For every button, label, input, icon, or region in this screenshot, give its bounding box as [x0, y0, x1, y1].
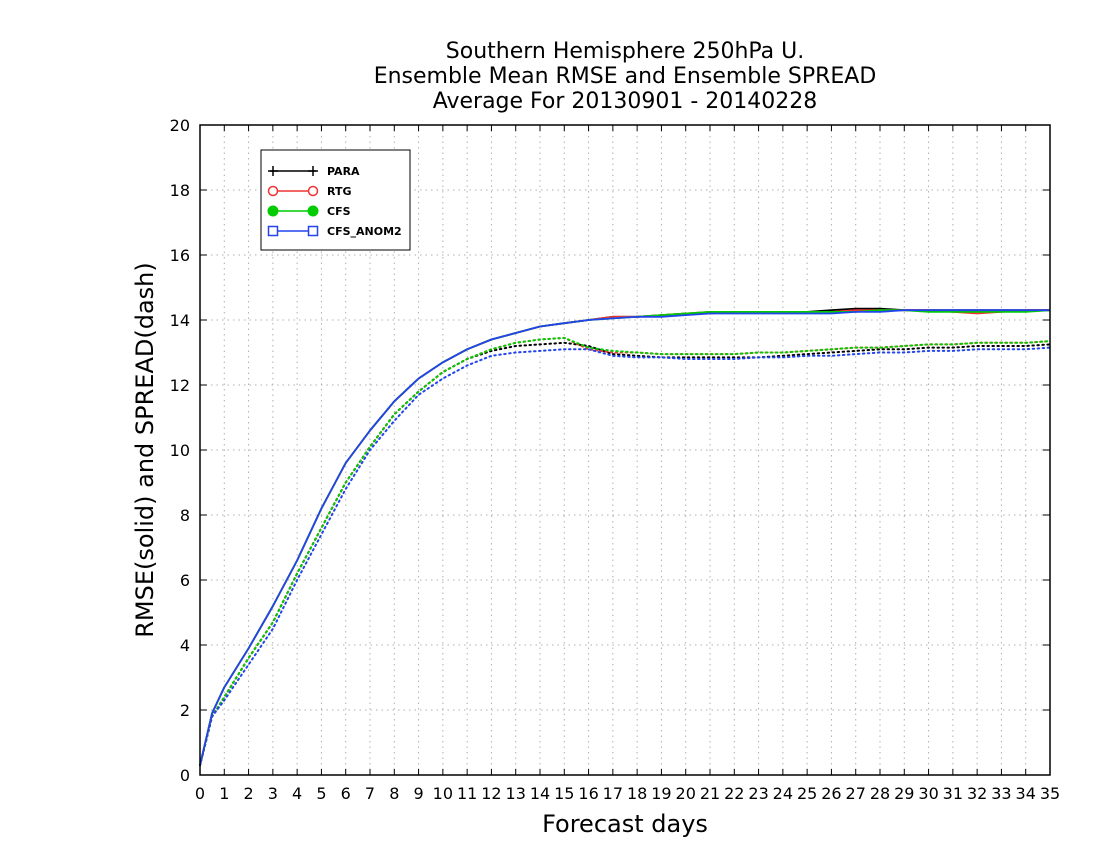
legend-label: PARA	[327, 165, 360, 178]
x-tick-label: 15	[554, 784, 574, 803]
title-line-2: Ensemble Mean RMSE and Ensemble SPREAD	[374, 64, 877, 89]
legend-box	[260, 149, 411, 251]
x-tick-label: 8	[389, 784, 399, 803]
y-tick-label: 8	[180, 506, 190, 525]
x-tick-label: 16	[578, 784, 598, 803]
x-tick-label: 30	[918, 784, 938, 803]
x-tick-label: 28	[870, 784, 890, 803]
series-line-rtg-spread	[199, 336, 1051, 767]
legend-label: RTG	[327, 185, 352, 198]
title-line-3: Average For 20130901 - 20140228	[433, 89, 818, 114]
x-tick-label: 19	[651, 784, 671, 803]
y-tick-label: 14	[170, 311, 190, 330]
x-tick-label: 12	[481, 784, 501, 803]
legend-item-rtg: RTG	[267, 185, 352, 198]
x-tick-label: 33	[991, 784, 1011, 803]
y-axis-title: RMSE(solid) and SPREAD(dash)	[131, 262, 159, 638]
title-line-1: Southern Hemisphere 250hPa U.	[446, 39, 804, 64]
legend-item-para: PARA	[268, 165, 360, 178]
x-tick-label: 7	[365, 784, 375, 803]
x-tick-label: 2	[243, 784, 253, 803]
series-line-cfs-anom2-spread	[199, 346, 1051, 767]
x-tick-label: 1	[219, 784, 229, 803]
y-axis-ticks: 0 2 4 6 8 10 12 14 16 18 20	[170, 116, 1050, 785]
x-tick-label: 5	[316, 784, 326, 803]
series-line-cfs-spread	[199, 336, 1051, 767]
y-tick-label: 12	[170, 376, 190, 395]
x-axis-ticks: 0 1 2 3 4 5 6 7 8 9 10 11 12 13 14 15 16 17 18 19 20 21 22 23 24…	[195, 125, 1060, 803]
legend-label: CFS	[327, 205, 351, 218]
legend-marker-plus-icon	[308, 166, 318, 176]
y-tick-label: 4	[180, 636, 190, 655]
legend-marker-plus-icon	[268, 166, 278, 176]
legend-marker-dot-icon	[267, 205, 279, 217]
x-tick-label: 6	[341, 784, 351, 803]
legend-marker-dot-icon	[307, 205, 319, 217]
x-tick-label: 35	[1040, 784, 1060, 803]
series-line-para-spread	[199, 341, 1051, 767]
x-tick-label: 0	[195, 784, 205, 803]
y-tick-label: 20	[170, 116, 190, 135]
x-tick-label: 18	[627, 784, 647, 803]
y-tick-label: 0	[180, 766, 190, 785]
x-axis-title: Forecast days	[542, 810, 708, 838]
y-tick-label: 2	[180, 701, 190, 720]
x-tick-label: 10	[433, 784, 453, 803]
legend-label: CFS_ANOM2	[327, 225, 402, 238]
x-tick-label: 31	[943, 784, 963, 803]
y-tick-label: 16	[170, 246, 190, 265]
series-line-para-rmse	[199, 307, 1050, 766]
legend-marker-square-icon	[307, 225, 319, 237]
series-line-cfs-rmse	[199, 309, 1051, 766]
series-layer	[199, 307, 1051, 767]
x-tick-label: 29	[894, 784, 914, 803]
x-tick-label: 17	[603, 784, 623, 803]
grid-lines	[200, 125, 1050, 775]
x-tick-label: 4	[292, 784, 302, 803]
x-tick-label: 13	[506, 784, 526, 803]
y-tick-label: 18	[170, 181, 190, 200]
series-line-rtg-rmse	[199, 309, 1050, 766]
y-tick-label: 10	[170, 441, 190, 460]
x-tick-label: 9	[413, 784, 423, 803]
x-tick-label: 3	[268, 784, 278, 803]
x-tick-label: 32	[967, 784, 987, 803]
x-tick-label: 23	[748, 784, 768, 803]
legend-item-cfs: CFS	[267, 205, 351, 218]
legend-marker-circle-icon	[267, 185, 279, 197]
x-tick-label: 20	[676, 784, 696, 803]
x-tick-label: 34	[1016, 784, 1036, 803]
y-tick-label: 6	[180, 571, 190, 590]
x-tick-label: 11	[457, 784, 477, 803]
x-tick-label: 22	[724, 784, 744, 803]
legend: PARA RTG CFS CFS_ANOM2	[260, 149, 411, 251]
legend-marker-square-icon	[267, 225, 279, 237]
legend-item-cfs-anom2: CFS_ANOM2	[267, 225, 402, 238]
series-line-cfs-anom2-rmse	[199, 309, 1050, 766]
x-tick-label: 25	[797, 784, 817, 803]
x-tick-label: 21	[700, 784, 720, 803]
x-tick-label: 26	[821, 784, 841, 803]
legend-marker-circle-icon	[307, 185, 319, 197]
chart-title: Southern Hemisphere 250hPa U. Ensemble M…	[374, 39, 877, 114]
x-tick-label: 24	[773, 784, 793, 803]
x-tick-label: 27	[846, 784, 866, 803]
x-tick-label: 14	[530, 784, 550, 803]
